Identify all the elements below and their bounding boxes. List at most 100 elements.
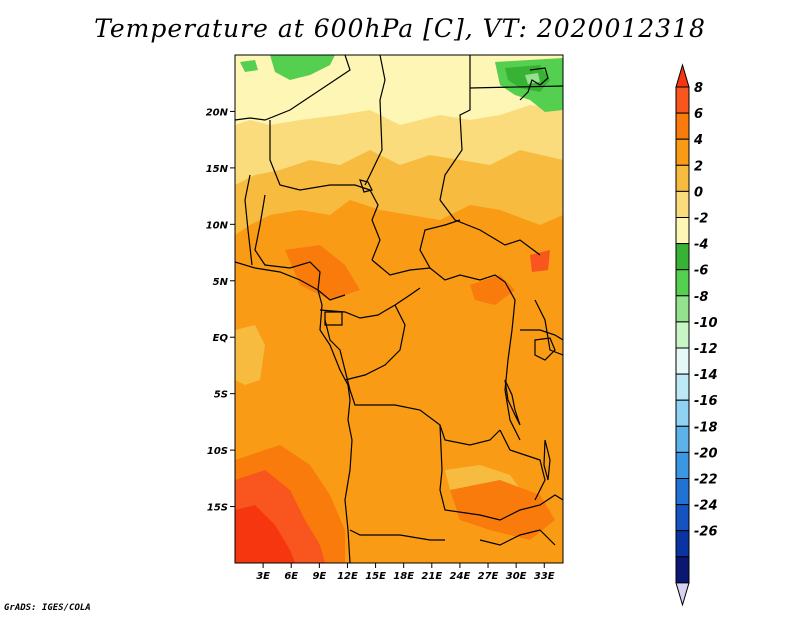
border-congo-drc bbox=[344, 304, 406, 381]
colorbar-swatch bbox=[675, 217, 690, 245]
lat-tick-label: 5S bbox=[214, 390, 228, 401]
colorbar-label: 4 bbox=[693, 133, 703, 148]
border-angola-zambia bbox=[439, 424, 481, 516]
grads-credit: GrADS: IGES/COLA bbox=[4, 603, 91, 613]
colorbar-top-arrow bbox=[675, 63, 690, 88]
colorbar-label: 0 bbox=[694, 185, 703, 200]
border-niger-chad bbox=[269, 120, 381, 261]
colorbar-label: -12 bbox=[694, 342, 718, 357]
lake-chad bbox=[359, 179, 373, 193]
colorbar-swatch bbox=[675, 530, 690, 558]
field-hot-east bbox=[470, 275, 515, 305]
field-hot-central bbox=[285, 245, 360, 300]
lon-tick-label: 33E bbox=[534, 571, 555, 582]
lon-tick-label: 6E bbox=[284, 571, 298, 582]
colorbar-bottom-arrow bbox=[675, 582, 690, 607]
border-car bbox=[371, 259, 506, 283]
lon-tick-label: 24E bbox=[450, 571, 471, 582]
colorbar-label: -14 bbox=[694, 368, 718, 383]
lon-tick-label: 18E bbox=[393, 571, 414, 582]
field-green-nw-small bbox=[240, 60, 258, 72]
border-zimbabwe bbox=[479, 529, 556, 546]
lat-tick-label: 5N bbox=[213, 277, 229, 288]
field-mild-west bbox=[235, 325, 265, 385]
colorbar-label: -2 bbox=[694, 212, 708, 227]
border-kenya-uganda bbox=[534, 299, 563, 356]
colorbar-swatch bbox=[675, 321, 690, 349]
border-cameroon-congo bbox=[319, 287, 421, 319]
lon-tick-label: 9E bbox=[312, 571, 326, 582]
lake-tanganyika bbox=[504, 379, 521, 426]
colorbar-swatch bbox=[675, 86, 690, 114]
border-egypt-sudan bbox=[439, 55, 471, 201]
border-zambia-malawi bbox=[499, 429, 546, 501]
colorbar-swatch bbox=[675, 451, 690, 479]
field-desert-band bbox=[235, 55, 563, 125]
colorbar-swatch bbox=[675, 347, 690, 375]
lat-tick-label: 15S bbox=[207, 503, 228, 514]
map-title: Temperature at 600hPa [C], VT: 202001231… bbox=[94, 14, 706, 43]
equatorial-guinea-box bbox=[324, 311, 343, 326]
colorbar-label: -22 bbox=[694, 473, 718, 488]
colorbar-swatch bbox=[675, 425, 690, 453]
colorbar-label: -16 bbox=[694, 394, 718, 409]
colorbar-swatch bbox=[675, 243, 690, 271]
lat-tick-label: 10S bbox=[207, 446, 228, 457]
colorbar-label: 8 bbox=[694, 81, 703, 96]
colorbar-swatch bbox=[675, 138, 690, 166]
field-hot-spot-1 bbox=[530, 250, 550, 272]
colorbar-label: -4 bbox=[694, 238, 708, 253]
colorbar-swatch bbox=[675, 164, 690, 192]
border-sahara bbox=[235, 55, 351, 121]
river-nile bbox=[519, 67, 549, 101]
colorbar: 8 6 4 2 0 -2 -4 -6 -8 -10 -12 -14 -16 -18 -20 -22 -24 -26 bbox=[675, 63, 718, 607]
border-mozambique bbox=[479, 494, 563, 521]
lake-malawi bbox=[543, 439, 551, 481]
field-green-nw bbox=[270, 55, 335, 80]
colorbar-label: 6 bbox=[694, 107, 703, 122]
colorbar-swatch bbox=[675, 269, 690, 297]
lat-tick-label: 10N bbox=[206, 220, 229, 231]
border-benin-togo bbox=[244, 174, 253, 266]
lon-tick-label: 27E bbox=[478, 571, 499, 582]
lon-tick-label: 15E bbox=[365, 571, 386, 582]
colorbar-swatch bbox=[675, 399, 690, 427]
border-drc-east bbox=[504, 281, 521, 441]
colorbar-label: -24 bbox=[694, 499, 718, 514]
border-sudan-north bbox=[469, 85, 563, 89]
lon-tick-label: 3E bbox=[256, 571, 270, 582]
colorbar-label: -20 bbox=[694, 446, 718, 461]
colorbar-label: -10 bbox=[694, 316, 718, 331]
longitude-axis: 3E 6E 9E 12E 15E 18E 21E 24E 27E 30E 33E bbox=[256, 563, 555, 582]
lat-tick-label: 20N bbox=[206, 107, 229, 118]
country-borders bbox=[235, 55, 563, 563]
lat-tick-label: EQ bbox=[213, 333, 229, 344]
colorbar-swatch bbox=[675, 478, 690, 506]
colorbar-label: -8 bbox=[694, 290, 708, 305]
lake-victoria bbox=[534, 337, 556, 361]
colorbar-label: -26 bbox=[694, 525, 718, 540]
latitude-axis: 20N 15N 10N 5N EQ 5S 10S 15S bbox=[206, 107, 235, 514]
lon-tick-label: 12E bbox=[337, 571, 358, 582]
border-southsudan-drc bbox=[419, 219, 461, 269]
field-hot-southeast bbox=[450, 480, 555, 540]
lon-tick-label: 21E bbox=[421, 571, 442, 582]
colorbar-swatch bbox=[675, 373, 690, 401]
colorbar-label: -6 bbox=[694, 264, 708, 279]
border-gabon bbox=[324, 319, 351, 391]
lat-tick-label: 15N bbox=[206, 164, 229, 175]
colorbar-swatch bbox=[675, 112, 690, 140]
colorbar-swatch bbox=[675, 190, 690, 218]
map-frame bbox=[234, 54, 564, 564]
border-sudan-southsudan bbox=[439, 199, 541, 256]
border-nigeria bbox=[254, 194, 346, 301]
field-hottest-southwest bbox=[235, 505, 295, 563]
lon-tick-label: 30E bbox=[506, 571, 527, 582]
border-libya-chad bbox=[364, 55, 386, 186]
field-green-ne-light bbox=[525, 73, 540, 84]
colorbar-swatch bbox=[675, 295, 690, 323]
temperature-field bbox=[235, 55, 563, 563]
colorbar-label: 2 bbox=[694, 159, 703, 174]
border-angola-namibia bbox=[349, 529, 445, 541]
